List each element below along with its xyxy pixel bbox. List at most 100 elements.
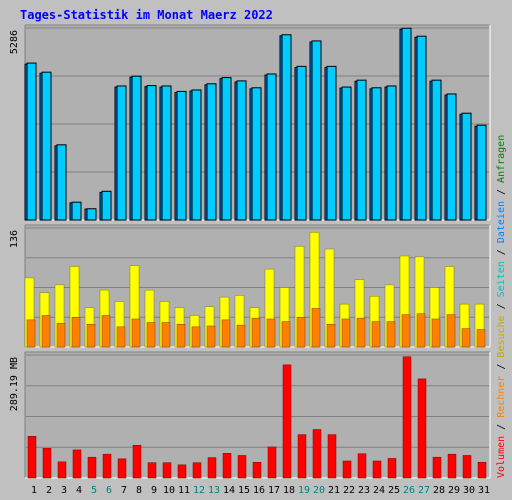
x-tick-label: 18 [283,485,295,496]
bar-anfragen [56,144,67,221]
bar-volumen [222,453,232,479]
legend-separator: / [496,297,507,315]
bar-anfragen [446,93,457,221]
bar-volumen [447,453,457,479]
x-tick-label: 16 [253,485,265,496]
bar-anfragen [431,79,442,221]
legend-entry: Volumen [496,436,507,478]
bar-rechner [101,315,111,348]
bar-rechner [371,321,381,348]
bar-rechner [71,317,81,348]
legend-entry: Besuche [496,315,507,357]
bar-rechner [221,319,231,348]
bar-rechner [281,321,291,348]
bar-volumen [387,458,397,479]
bar-volumen [117,458,127,479]
bar-rechner [131,318,141,348]
bar-volumen [417,378,427,479]
plot-area-volume [25,352,490,478]
bar-volumen [462,455,472,479]
bar-volumen [357,453,367,479]
legend-separator: / [496,243,507,261]
x-tick-label: 26 [403,485,415,496]
bar-anfragen [236,80,247,221]
x-tick-label: 9 [151,485,157,496]
bar-rechner [356,317,366,348]
bar-anfragen [416,35,427,221]
bar-rechner [326,324,336,348]
bar-volumen [147,462,157,479]
bar-anfragen [176,90,187,221]
bar-rechner [266,318,276,348]
bar-volumen [162,462,172,479]
bar-rechner [191,326,201,348]
x-tick-label: 31 [478,485,490,496]
bar-anfragen [251,87,262,221]
bar-volumen [342,460,352,479]
bar-volumen [132,444,142,479]
x-tick-label: 24 [373,485,385,496]
x-tick-label: 7 [121,485,127,496]
x-tick-label: 25 [388,485,400,496]
bar-volumen [297,434,307,479]
bar-rechner [26,319,36,348]
bar-anfragen [146,85,157,221]
bar-anfragen [386,85,397,221]
bar-anfragen [371,87,382,221]
legend-entry: Dateien [496,201,507,243]
bar-rechner [41,315,51,348]
bar-anfragen [191,89,202,221]
x-tick-label: 8 [136,485,142,496]
x-tick-label: 15 [238,485,250,496]
bar-volumen [57,461,67,479]
bar-volumen [237,455,247,479]
legend-separator: / [496,358,507,376]
legend-entry: Anfragen [496,135,507,183]
bar-anfragen [41,71,52,221]
bar-rechner [176,324,186,348]
bar-volumen [372,460,382,479]
bar-rechner [116,326,126,348]
bar-anfragen [86,208,97,221]
bar-volumen [312,429,322,479]
x-tick-label: 30 [463,485,475,496]
bar-anfragen [116,85,127,221]
bar-volumen [207,457,217,479]
bar-anfragen [356,79,367,221]
bar-rechner [206,325,216,348]
bar-rechner [446,314,456,348]
bar-rechner [476,329,486,348]
x-tick-label: 4 [76,485,82,496]
bar-volumen [432,456,442,479]
x-tick-label: 17 [268,485,280,496]
bar-rechner [341,318,351,348]
bar-rechner [236,324,246,348]
x-tick-label: 27 [418,485,430,496]
x-tick-label: 3 [61,485,67,496]
x-tick-label: 1 [31,485,37,496]
x-tick-label: 23 [358,485,370,496]
bar-volumen [102,453,112,479]
bar-rechner [251,317,261,348]
x-tick-label: 12 [193,485,205,496]
bar-anfragen [71,201,82,221]
bar-rechner [296,317,306,348]
bar-anfragen [101,190,112,221]
bar-volumen [72,449,82,479]
bar-volumen [402,356,412,479]
x-tick-label: 6 [106,485,112,496]
bar-rechner [311,308,321,348]
bar-volumen [252,462,262,479]
bar-anfragen [311,40,322,221]
bar-rechner [386,321,396,348]
bar-anfragen [206,83,217,221]
bar-volumen [327,434,337,479]
bar-rechner [146,322,156,348]
bar-anfragen [461,112,472,221]
x-tick-label: 14 [223,485,235,496]
y-axis-max-label: 289.19 MB [9,357,20,411]
bar-anfragen [161,85,172,221]
bar-anfragen [131,75,142,221]
bar-anfragen [221,77,232,221]
